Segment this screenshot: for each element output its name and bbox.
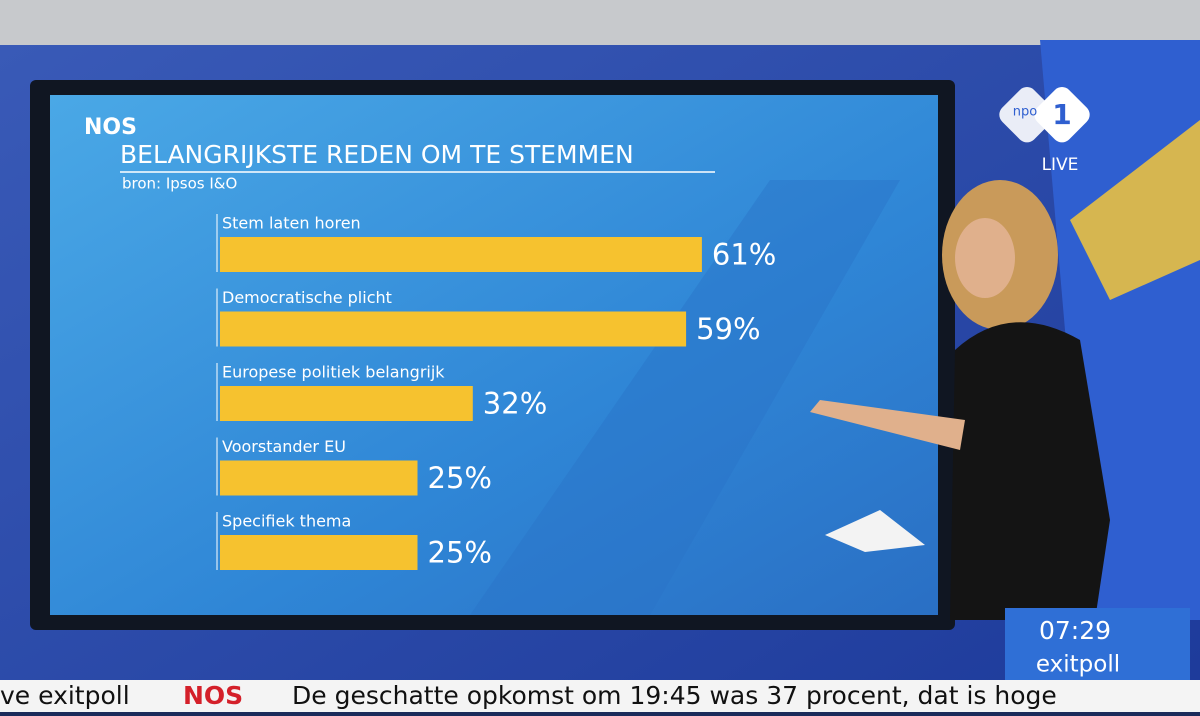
logo: NOS <box>84 115 137 140</box>
value-label: 25% <box>428 536 492 570</box>
logo-shape <box>1034 87 1090 143</box>
category-label: Stem laten horen <box>222 214 361 233</box>
ticker-bar <box>0 680 1200 712</box>
value-label: 59% <box>696 312 760 346</box>
bar <box>220 535 418 570</box>
chart-title: BELANGRIJKSTE REDEN OM TE STEMMEN <box>120 140 634 169</box>
category-label: Specifiek thema <box>222 512 351 531</box>
monitor-screen <box>50 95 938 615</box>
channel-logo: npo 1 LIVE <box>999 87 1090 175</box>
live-label: LIVE <box>1042 155 1079 175</box>
category-label: Democratische plicht <box>222 288 392 307</box>
bar <box>220 237 702 272</box>
channel-name: npo <box>1013 105 1037 120</box>
clock: 07:29 <box>1039 616 1111 645</box>
channel-number: 1 <box>1052 98 1071 131</box>
value-label: 32% <box>483 387 547 421</box>
star-band <box>1070 120 1200 300</box>
tv-bezel <box>0 0 1200 45</box>
chart-subtitle: bron: Ipsos I&O <box>122 175 237 193</box>
category-label: Europese politiek belangrijk <box>222 363 445 382</box>
bar <box>220 311 687 347</box>
bar <box>220 460 418 496</box>
program-name: exitpoll <box>1036 652 1120 678</box>
category-label: Voorstander EU <box>222 437 346 456</box>
presenter-body <box>950 322 1110 620</box>
ticker-left: ve exitpoll <box>0 681 130 710</box>
bar <box>220 386 473 421</box>
value-label: 25% <box>428 461 492 495</box>
clock-box <box>1005 608 1190 688</box>
paper-sheet <box>825 510 925 552</box>
presenter-face <box>955 218 1015 298</box>
presenter-arm <box>810 400 965 450</box>
screen-decoration <box>470 180 900 615</box>
value-label: 61% <box>712 238 776 272</box>
ticker-logo: NOS <box>183 681 243 710</box>
logo-shape <box>999 87 1055 143</box>
ticker-text: De geschatte opkomst om 19:45 was 37 pro… <box>292 681 1057 710</box>
bar-group: Stem laten horen 61% Democratische plicht 5… <box>216 214 776 570</box>
